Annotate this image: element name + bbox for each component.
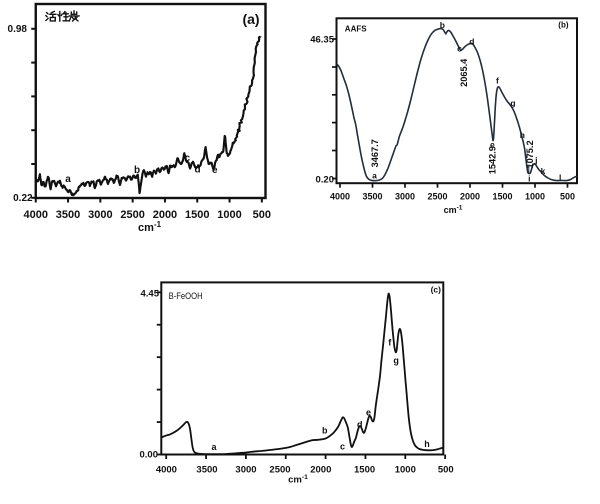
svg-text:i: i: [528, 174, 530, 184]
svg-text:0.00: 0.00: [140, 449, 159, 460]
svg-text:f: f: [388, 338, 392, 348]
svg-text:3500: 3500: [196, 465, 217, 476]
svg-text:2500: 2500: [120, 209, 144, 221]
svg-text:1000: 1000: [217, 209, 241, 221]
svg-text:1000: 1000: [525, 191, 545, 201]
svg-text:500: 500: [438, 465, 454, 476]
svg-text:j: j: [534, 155, 537, 165]
svg-text:1542.9: 1542.9: [488, 146, 498, 174]
svg-text:0.20: 0.20: [316, 175, 335, 186]
svg-text:cm-1: cm-1: [444, 205, 463, 215]
svg-text:B-FeOOH: B-FeOOH: [169, 291, 203, 302]
svg-text:d: d: [194, 165, 200, 176]
svg-text:3000: 3000: [395, 191, 415, 201]
svg-text:500: 500: [560, 191, 575, 201]
svg-text:4.45: 4.45: [141, 288, 160, 299]
svg-text:l: l: [559, 173, 561, 183]
svg-text:4000: 4000: [330, 191, 350, 201]
svg-text:g: g: [393, 355, 399, 365]
svg-text:2065.4: 2065.4: [459, 58, 469, 87]
svg-text:AAFS: AAFS: [345, 25, 367, 34]
svg-text:3500: 3500: [362, 191, 382, 201]
svg-text:(a): (a): [242, 11, 259, 27]
svg-text:d: d: [357, 420, 363, 430]
svg-text:3500: 3500: [56, 209, 80, 221]
svg-text:2000: 2000: [460, 191, 480, 201]
svg-text:0.98: 0.98: [8, 24, 28, 35]
svg-text:f: f: [496, 76, 499, 86]
svg-text:1500: 1500: [185, 209, 209, 221]
svg-text:c: c: [457, 44, 462, 54]
svg-text:k: k: [541, 166, 546, 176]
svg-text:a: a: [211, 442, 217, 452]
svg-text:1500: 1500: [492, 191, 512, 201]
svg-text:2500: 2500: [427, 191, 447, 201]
svg-text:b: b: [322, 426, 328, 436]
svg-text:4000: 4000: [156, 465, 177, 476]
svg-text:g: g: [510, 98, 515, 108]
svg-text:e: e: [212, 165, 218, 176]
svg-text:c: c: [185, 153, 191, 164]
svg-text:h: h: [520, 130, 525, 140]
svg-text:b: b: [134, 165, 140, 176]
svg-text:(c): (c): [431, 285, 442, 295]
svg-text:e: e: [366, 407, 371, 417]
svg-text:a: a: [65, 174, 71, 185]
svg-text:0.22: 0.22: [13, 193, 33, 204]
svg-text:d: d: [469, 36, 474, 46]
svg-text:3467.7: 3467.7: [370, 139, 380, 167]
svg-text:cm-1: cm-1: [288, 474, 308, 486]
svg-text:1000: 1000: [395, 465, 416, 476]
svg-text:h: h: [424, 439, 430, 449]
svg-text:2000: 2000: [153, 209, 177, 221]
svg-text:500: 500: [253, 209, 271, 221]
svg-text:2000: 2000: [310, 465, 331, 476]
svg-text:4000: 4000: [24, 209, 48, 221]
svg-text:3000: 3000: [235, 465, 256, 476]
svg-text:1075.2: 1075.2: [525, 140, 535, 168]
svg-text:c: c: [340, 442, 345, 452]
svg-text:2500: 2500: [269, 465, 290, 476]
svg-text:e: e: [490, 139, 495, 149]
svg-text:3000: 3000: [88, 209, 112, 221]
svg-text:(b): (b): [558, 21, 569, 30]
svg-text:a: a: [372, 171, 377, 181]
svg-text:46.35: 46.35: [310, 34, 334, 45]
svg-text:1500: 1500: [354, 465, 375, 476]
svg-text:b: b: [440, 20, 445, 30]
